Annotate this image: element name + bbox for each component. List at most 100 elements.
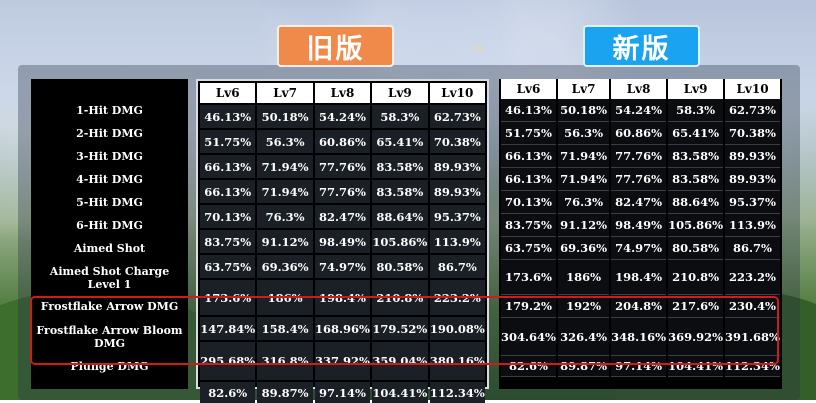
table-cell: 82.47% xyxy=(314,205,371,228)
row-label: 1-Hit DMG xyxy=(76,104,143,117)
row-label-column: 1-Hit DMG 2-Hit DMG 3-Hit DMG 4-Hit DMG 5-Hi… xyxy=(31,79,188,389)
table-cell: 46.13% xyxy=(501,99,556,122)
table-cell: 70.38% xyxy=(429,130,485,153)
table-cell: 71.94% xyxy=(257,180,313,203)
table-cell: 104.41% xyxy=(668,356,724,377)
table-cell: 304.64% xyxy=(501,318,556,356)
table-cell: 173.6% xyxy=(501,260,556,295)
table-cell: 391.68% xyxy=(725,318,780,356)
table-cell: 46.13% xyxy=(200,105,256,128)
table-cell: 56.3% xyxy=(257,130,313,153)
sky-island-decoration: ⌂ xyxy=(474,40,485,56)
table-cell: 230.4% xyxy=(725,295,780,318)
table-cell: 77.76% xyxy=(314,180,371,203)
table-cell: 158.4% xyxy=(257,317,313,340)
table-cell: 192% xyxy=(557,295,610,318)
table-cell: 63.75% xyxy=(501,237,556,260)
table-cell: 77.76% xyxy=(611,145,667,168)
table-cell: 58.3% xyxy=(372,105,428,128)
table-cell: 74.97% xyxy=(314,255,371,278)
table-cell: 198.4% xyxy=(314,280,371,315)
table-cell: 88.64% xyxy=(372,205,428,228)
table-cell: 51.75% xyxy=(501,122,556,145)
table-cell: 316.8% xyxy=(257,342,313,380)
table-cell: 86.7% xyxy=(725,237,780,260)
table-cell: 147.84% xyxy=(200,317,256,340)
table-cell: 89.87% xyxy=(557,356,610,377)
table-cell: 223.2% xyxy=(725,260,780,295)
table-cell: 70.38% xyxy=(725,122,780,145)
table-cell: 69.36% xyxy=(257,255,313,278)
table-cell: 76.3% xyxy=(257,205,313,228)
row-label: 4-Hit DMG xyxy=(76,173,143,186)
table-cell: 69.36% xyxy=(557,237,610,260)
column-header: Lv6 xyxy=(501,79,556,99)
table-cell: 89.93% xyxy=(725,145,780,168)
table-cell: 60.86% xyxy=(611,122,667,145)
table-cell: 83.58% xyxy=(372,180,428,203)
table-cell: 82.47% xyxy=(611,191,667,214)
table-cell: 66.13% xyxy=(200,155,256,178)
table-cell: 89.87% xyxy=(257,382,313,403)
new-version-grid: Lv6 Lv7 Lv8 Lv9 Lv10 46.13% 50.18% 54.24% 58.3% 6… xyxy=(499,79,782,389)
row-label: 3-Hit DMG xyxy=(76,150,143,163)
table-cell: 337.92% xyxy=(314,342,371,380)
table-cell: 105.86% xyxy=(372,230,428,253)
table-cell: 210.8% xyxy=(668,260,724,295)
table-cell: 66.13% xyxy=(501,145,556,168)
row-label: Aimed Shot Charge Level 1 xyxy=(49,264,170,291)
table-cell: 65.41% xyxy=(372,130,428,153)
table-cell: 204.8% xyxy=(611,295,667,318)
table-cell: 50.18% xyxy=(557,99,610,122)
table-cell: 112.34% xyxy=(725,356,780,377)
table-cell: 86.7% xyxy=(429,255,485,278)
row-label: 6-Hit DMG xyxy=(76,219,143,232)
old-version-badge: 旧版 xyxy=(277,25,394,67)
table-cell: 54.24% xyxy=(611,99,667,122)
column-header: Lv6 xyxy=(200,83,256,103)
table-cell: 50.18% xyxy=(257,105,313,128)
column-header: Lv10 xyxy=(429,83,485,103)
table-cell: 66.13% xyxy=(501,168,556,191)
table-cell: 97.14% xyxy=(314,382,371,403)
old-version-table: Lv6 Lv7 Lv8 Lv9 Lv10 46.13% 50.18% 54.24% 58.3% 6… xyxy=(196,79,489,403)
table-cell: 58.3% xyxy=(668,99,724,122)
row-label-header-spacer xyxy=(31,79,188,99)
table-cell: 190.08% xyxy=(429,317,485,340)
table-cell: 88.64% xyxy=(668,191,724,214)
table-cell: 95.37% xyxy=(725,191,780,214)
column-header: Lv10 xyxy=(725,79,780,99)
table-cell: 98.49% xyxy=(314,230,371,253)
table-cell: 89.93% xyxy=(725,168,780,191)
row-label: Frostflake Arrow DMG xyxy=(40,300,179,313)
column-header: Lv8 xyxy=(314,83,371,103)
row-label: Frostflake Arrow Bloom DMG xyxy=(36,324,183,350)
table-cell: 80.58% xyxy=(668,237,724,260)
table-cell: 83.58% xyxy=(372,155,428,178)
table-cell: 380.16% xyxy=(429,342,485,380)
table-cell: 62.73% xyxy=(429,105,485,128)
table-cell: 210.8% xyxy=(372,280,428,315)
table-cell: 54.24% xyxy=(314,105,371,128)
table-cell: 65.41% xyxy=(668,122,724,145)
table-cell: 348.16% xyxy=(611,318,667,356)
table-cell: 113.9% xyxy=(725,214,780,237)
table-cell: 71.94% xyxy=(557,145,610,168)
table-cell: 112.34% xyxy=(429,382,485,403)
new-version-badge: 新版 xyxy=(583,25,700,67)
column-header: Lv9 xyxy=(668,79,724,99)
table-cell: 295.68% xyxy=(200,342,256,380)
table-cell: 62.73% xyxy=(725,99,780,122)
row-label: 5-Hit DMG xyxy=(76,196,143,209)
table-cell: 369.92% xyxy=(668,318,724,356)
table-cell: 76.3% xyxy=(557,191,610,214)
table-cell: 168.96% xyxy=(314,317,371,340)
row-label: Aimed Shot xyxy=(73,242,146,255)
table-cell: 179.52% xyxy=(372,317,428,340)
table-cell: 83.75% xyxy=(200,230,256,253)
table-cell: 71.94% xyxy=(257,155,313,178)
table-cell: 186% xyxy=(557,260,610,295)
table-cell: 198.4% xyxy=(611,260,667,295)
table-cell: 74.97% xyxy=(611,237,667,260)
table-cell: 186% xyxy=(257,280,313,315)
